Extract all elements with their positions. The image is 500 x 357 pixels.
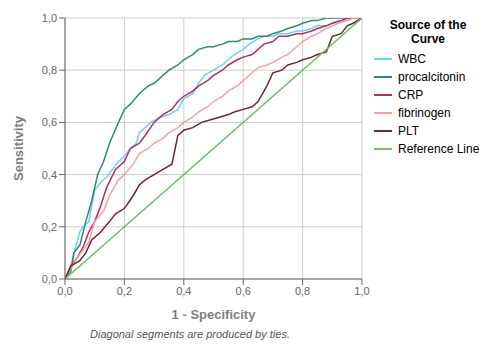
svg-text:0,4: 0,4: [42, 169, 57, 181]
svg-text:0,8: 0,8: [295, 285, 310, 297]
svg-text:0,8: 0,8: [42, 64, 57, 76]
svg-text:Sensitivity: Sensitivity: [11, 115, 26, 181]
svg-text:0,6: 0,6: [42, 116, 57, 128]
html-text:fibrinogen: fibrinogen: [398, 106, 451, 120]
svg-text:0,2: 0,2: [42, 221, 57, 233]
html-text:WBC: WBC: [398, 52, 426, 66]
html-text:PLT: PLT: [398, 124, 420, 138]
svg-text:1,0: 1,0: [354, 285, 369, 297]
html-text:procalcitonin: procalcitonin: [398, 70, 466, 84]
svg-text:0,2: 0,2: [117, 285, 132, 297]
html-text:Source of the Curve: Source of the Curve: [389, 18, 467, 46]
svg-text:0,0: 0,0: [42, 273, 57, 285]
html-text:Diagonal segments are produced: Diagonal segments are produced by ties.: [90, 328, 290, 340]
svg-text:0,6: 0,6: [236, 285, 251, 297]
svg-text:0,4: 0,4: [176, 285, 191, 297]
svg-text:1,0: 1,0: [42, 12, 57, 24]
html-text:Reference Line: Reference Line: [398, 142, 480, 156]
svg-text:1 - Specificity: 1 - Specificity: [172, 307, 257, 322]
svg-text:0,0: 0,0: [57, 285, 72, 297]
html-text:CRP: CRP: [398, 88, 424, 102]
